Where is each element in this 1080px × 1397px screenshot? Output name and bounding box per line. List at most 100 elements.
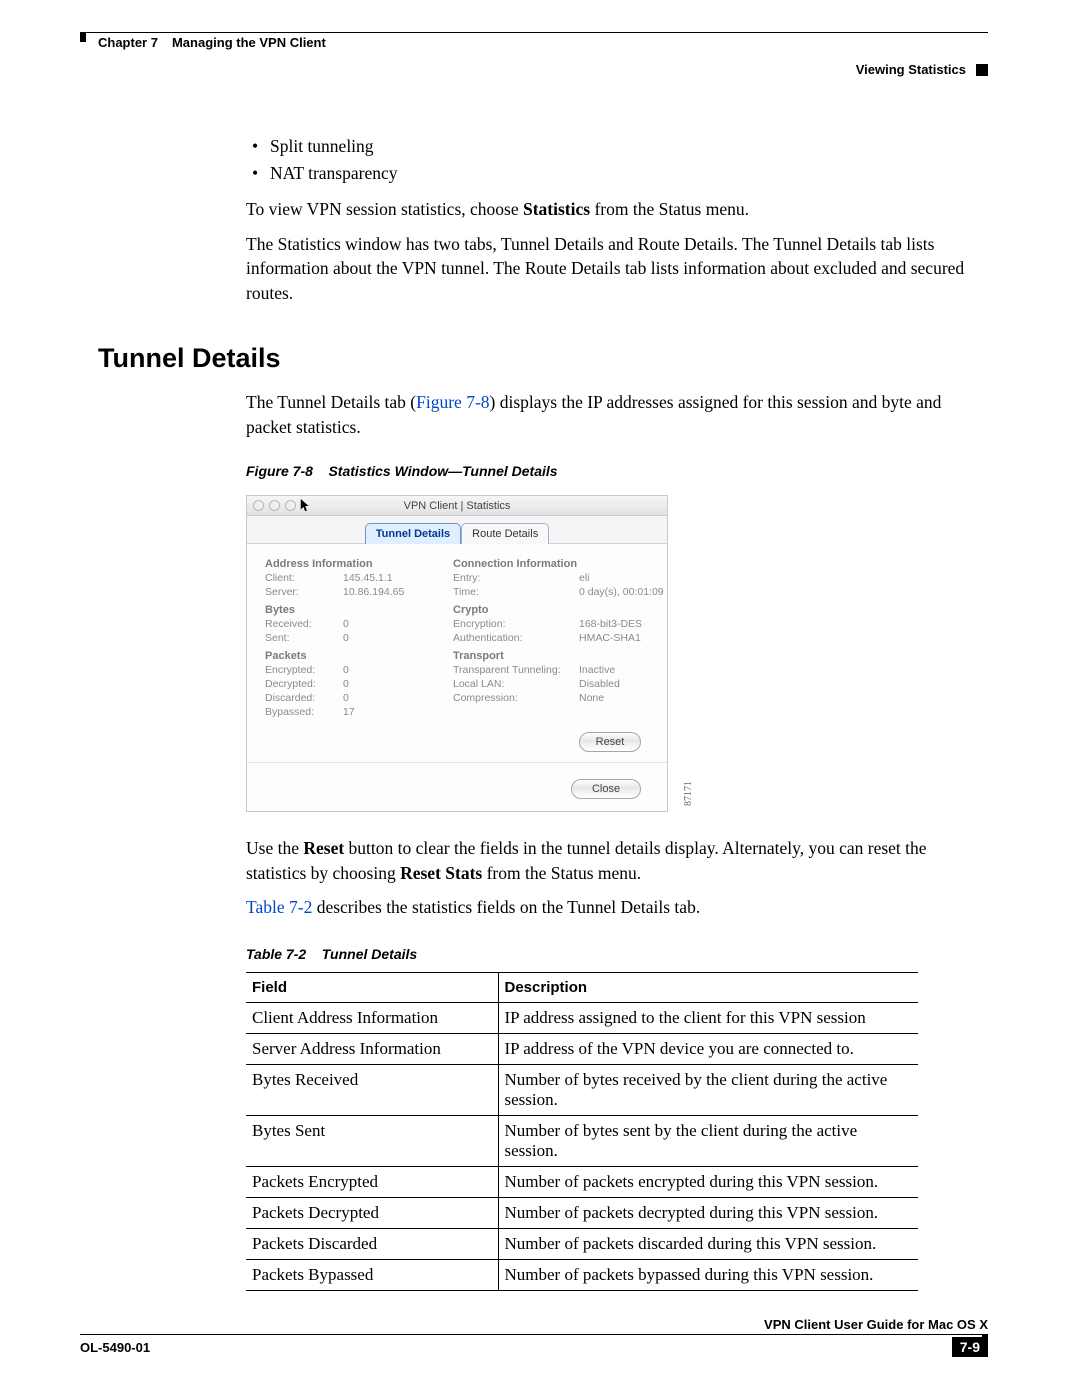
paragraph: The Statistics window has two tabs, Tunn… — [246, 232, 982, 306]
client-label: Client: — [265, 572, 343, 584]
section-heading: Tunnel Details — [98, 343, 982, 374]
time-value: 0 day(s), 00:01:09 — [579, 586, 664, 598]
header-marker — [976, 64, 988, 76]
zoom-light[interactable] — [285, 500, 296, 511]
header-rule: Chapter 7 Managing the VPN Client — [80, 32, 988, 50]
encrypted-value: 0 — [343, 664, 445, 676]
cell: Number of bytes sent by the client durin… — [498, 1115, 918, 1166]
col-description: Description — [498, 972, 918, 1002]
cell: Number of packets decrypted during this … — [498, 1197, 918, 1228]
footer-rule: OL-5490-01 7-9 — [80, 1334, 988, 1357]
decrypted-label: Decrypted: — [265, 678, 343, 690]
chapter-number: Chapter 7 — [98, 35, 158, 50]
page: Chapter 7 Managing the VPN Client Viewin… — [0, 0, 1080, 1397]
tunnel-details-table: Field Description Client Address Informa… — [246, 972, 918, 1291]
traffic-lights — [253, 500, 296, 511]
reset-button[interactable]: Reset — [579, 732, 641, 752]
close-row: Close — [247, 762, 667, 811]
bypassed-label: Bypassed: — [265, 706, 343, 718]
text: from the Status menu. — [482, 863, 641, 883]
table-row: Bytes ReceivedNumber of bytes received b… — [246, 1064, 918, 1115]
list-item: Split tunneling — [252, 133, 982, 160]
guide-title: VPN Client User Guide for Mac OS X — [80, 1317, 988, 1332]
window-title: VPN Client | Statistics — [404, 500, 511, 512]
close-light[interactable] — [253, 500, 264, 511]
paragraph: Use the Reset button to clear the fields… — [246, 836, 982, 885]
text: The Tunnel Details tab ( — [246, 392, 416, 412]
figure-id: 87171 — [683, 781, 694, 806]
decrypted-value: 0 — [343, 678, 445, 690]
auth-value: HMAC-SHA1 — [579, 632, 664, 644]
bypassed-value: 17 — [343, 706, 445, 718]
doc-number: OL-5490-01 — [80, 1340, 150, 1355]
server-label: Server: — [265, 586, 343, 598]
figure-xref-link[interactable]: Figure 7-8 — [416, 392, 489, 412]
minimize-light[interactable] — [269, 500, 280, 511]
compression-label: Compression: — [453, 692, 579, 704]
statistics-window: VPN Client | Statistics Tunnel Details R… — [246, 495, 668, 812]
table-caption: Table 7-2 Tunnel Details — [246, 946, 982, 962]
cell: IP address of the VPN device you are con… — [498, 1033, 918, 1064]
transport-header: Transport — [453, 646, 664, 662]
col-field: Field — [246, 972, 498, 1002]
tab-route-details[interactable]: Route Details — [461, 523, 549, 544]
bytes-header: Bytes — [265, 600, 445, 616]
figure-caption: Figure 7-8 Statistics Window—Tunnel Deta… — [246, 463, 982, 479]
text: Use the — [246, 838, 303, 858]
table-row: Bytes SentNumber of bytes sent by the cl… — [246, 1115, 918, 1166]
bullet-list: Split tunneling NAT transparency — [252, 133, 982, 187]
tab-bar: Tunnel Details Route Details — [247, 516, 667, 544]
figure-number: Figure 7-8 — [246, 463, 313, 479]
page-footer: VPN Client User Guide for Mac OS X OL-54… — [80, 1317, 988, 1357]
cell: IP address assigned to the client for th… — [498, 1002, 918, 1033]
cell: Packets Bypassed — [246, 1259, 498, 1290]
encryption-label: Encryption: — [453, 618, 579, 630]
table-row: Packets BypassedNumber of packets bypass… — [246, 1259, 918, 1290]
section-name: Viewing Statistics — [856, 62, 966, 77]
close-button[interactable]: Close — [571, 779, 641, 799]
encryption-value: 168-bit3-DES — [579, 618, 664, 630]
sent-value: 0 — [343, 632, 445, 644]
statistics-window-figure: VPN Client | Statistics Tunnel Details R… — [246, 495, 668, 812]
list-item: NAT transparency — [252, 160, 982, 187]
table-number: Table 7-2 — [246, 946, 306, 962]
content-area: Split tunneling NAT transparency To view… — [98, 133, 982, 305]
tunneling-label: Transparent Tunneling: — [453, 664, 579, 676]
sent-label: Sent: — [265, 632, 343, 644]
cell: Number of bytes received by the client d… — [498, 1064, 918, 1115]
compression-value: None — [579, 692, 664, 704]
running-header: Chapter 7 Managing the VPN Client — [98, 35, 988, 50]
cursor-icon — [300, 499, 312, 513]
paragraph: Table 7-2 describes the statistics field… — [246, 895, 982, 920]
cell: Packets Discarded — [246, 1228, 498, 1259]
table-xref-link[interactable]: Table 7-2 — [246, 897, 312, 917]
server-value: 10.86.194.65 — [343, 586, 445, 598]
text: from the Status menu. — [590, 199, 749, 219]
header-tick — [80, 32, 86, 42]
tab-tunnel-details[interactable]: Tunnel Details — [365, 523, 461, 544]
cell: Bytes Sent — [246, 1115, 498, 1166]
footer-tick — [982, 1334, 988, 1344]
discarded-label: Discarded: — [265, 692, 343, 704]
chapter-title: Managing the VPN Client — [172, 35, 326, 50]
cell: Number of packets discarded during this … — [498, 1228, 918, 1259]
time-label: Time: — [453, 586, 579, 598]
cell: Bytes Received — [246, 1064, 498, 1115]
auth-label: Authentication: — [453, 632, 579, 644]
content-area: The Tunnel Details tab (Figure 7-8) disp… — [98, 390, 982, 1291]
bold-text: Statistics — [523, 199, 590, 219]
table-row: Packets DiscardedNumber of packets disca… — [246, 1228, 918, 1259]
encrypted-label: Encrypted: — [265, 664, 343, 676]
tunneling-value: Inactive — [579, 664, 664, 676]
cell: Server Address Information — [246, 1033, 498, 1064]
cell: Number of packets bypassed during this V… — [498, 1259, 918, 1290]
received-value: 0 — [343, 618, 445, 630]
entry-label: Entry: — [453, 572, 579, 584]
header-section-row: Viewing Statistics — [98, 62, 988, 77]
text: To view VPN session statistics, choose — [246, 199, 523, 219]
locallan-label: Local LAN: — [453, 678, 579, 690]
entry-value: eli — [579, 572, 664, 584]
received-label: Received: — [265, 618, 343, 630]
packets-header: Packets — [265, 646, 445, 662]
bold-text: Reset — [303, 838, 344, 858]
